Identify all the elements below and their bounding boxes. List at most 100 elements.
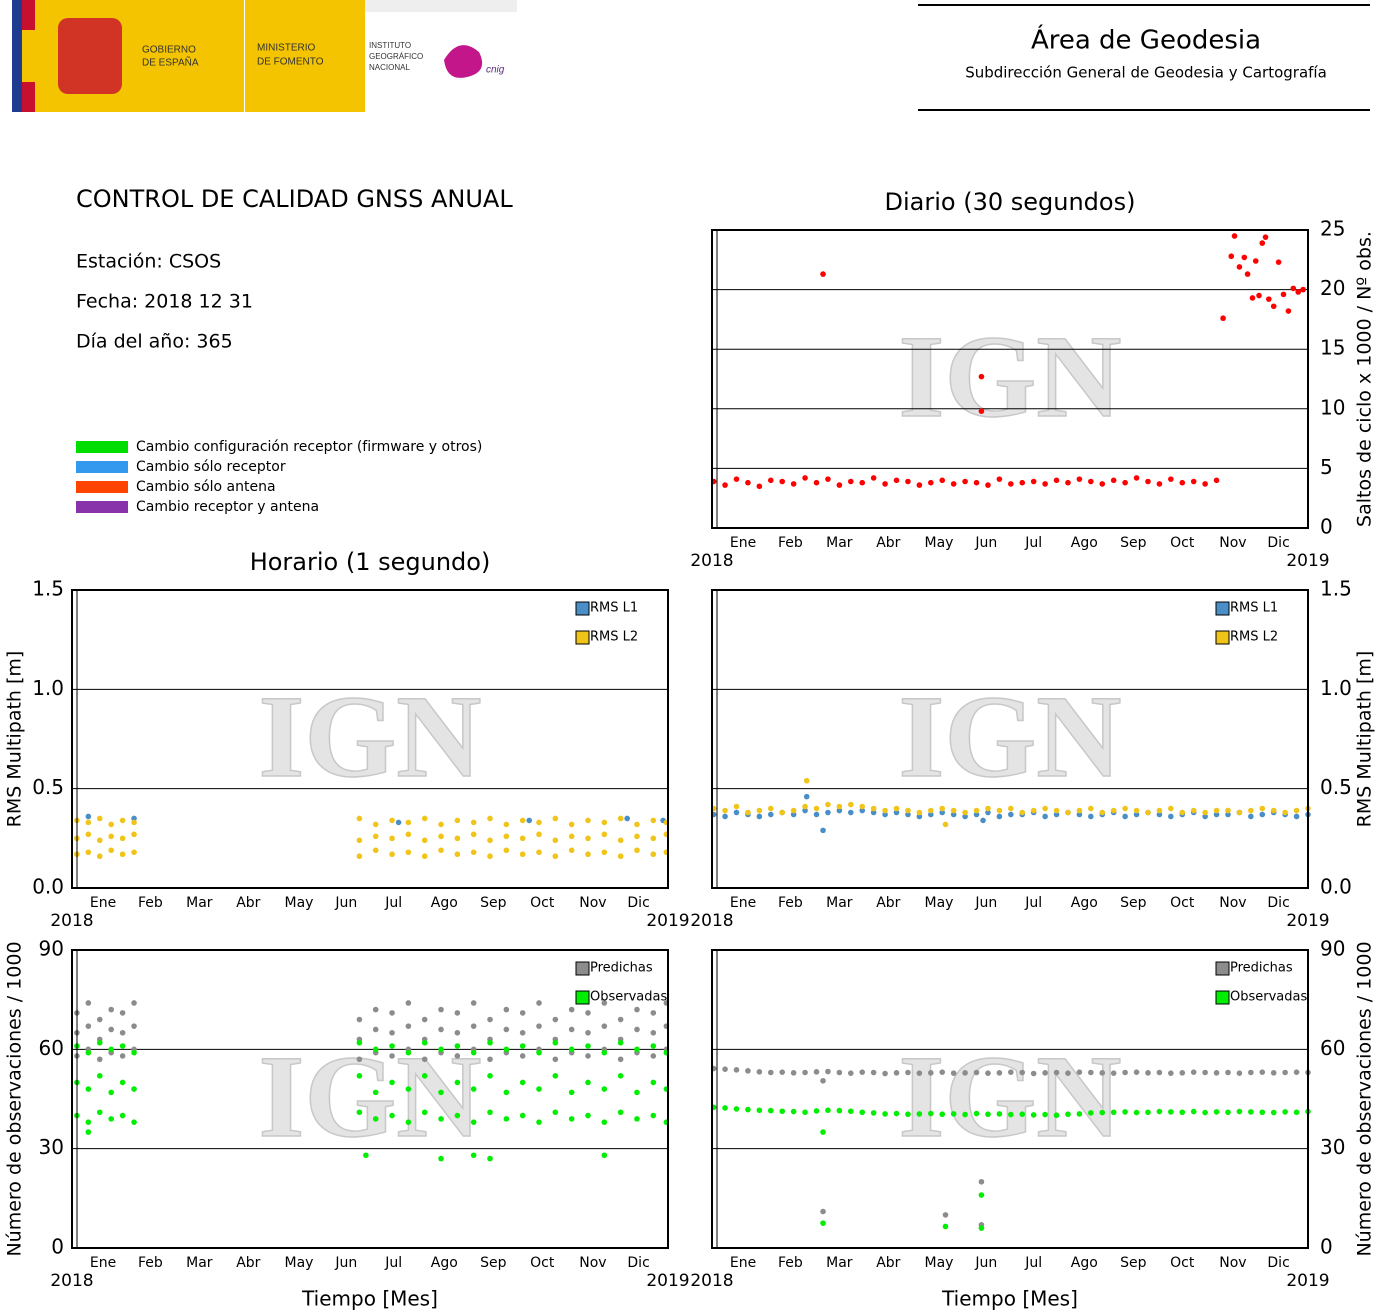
data-point	[847, 1108, 854, 1115]
data-point	[131, 819, 137, 826]
data-point	[131, 849, 137, 856]
y-tick-label: 0	[1320, 515, 1333, 539]
data-point	[552, 1073, 559, 1079]
data-point	[372, 1046, 379, 1053]
date: Fecha: 2018 12 31	[76, 291, 253, 313]
data-point	[119, 1079, 126, 1086]
data-point	[1042, 1111, 1048, 1118]
data-point	[745, 1106, 751, 1113]
data-point	[405, 1119, 412, 1125]
data-point	[1065, 1111, 1071, 1118]
data-point	[939, 809, 946, 816]
data-point	[487, 1016, 493, 1023]
cnig-logo	[444, 45, 483, 78]
data-point	[601, 1023, 608, 1029]
x-tick-label: Mar	[186, 1255, 213, 1271]
data-point	[1168, 1109, 1174, 1115]
data-point	[882, 1111, 888, 1117]
data-point	[585, 817, 591, 824]
data-point	[1202, 809, 1208, 816]
data-point	[1213, 811, 1220, 818]
data-point	[519, 851, 526, 858]
data-point	[962, 813, 968, 820]
data-point	[568, 1026, 575, 1033]
data-point	[454, 1043, 461, 1049]
x-tick-label: Dic	[1267, 535, 1289, 551]
data-point	[1076, 811, 1083, 818]
data-point	[733, 1106, 740, 1112]
data-point	[421, 1039, 428, 1046]
data-point	[85, 1129, 92, 1135]
data-point	[790, 1070, 797, 1076]
data-point	[1236, 1070, 1243, 1076]
data-point	[802, 475, 808, 481]
x-tick-label: Ene	[90, 1255, 116, 1271]
y-tick-label: 90	[1320, 937, 1345, 961]
data-point	[802, 1109, 808, 1116]
data-point	[882, 811, 888, 818]
data-point	[870, 475, 877, 481]
data-point	[767, 1107, 774, 1114]
data-point	[1300, 286, 1306, 293]
data-point	[85, 1119, 92, 1125]
watermark: IGN	[899, 1031, 1122, 1162]
data-point	[1190, 1069, 1197, 1075]
data-point	[421, 853, 428, 860]
ign-text: INSTITUTO	[369, 41, 411, 50]
legend-label: RMS L2	[590, 630, 638, 645]
data-point	[802, 803, 808, 810]
data-point	[519, 1112, 526, 1119]
data-point	[813, 479, 820, 486]
data-point	[836, 803, 843, 810]
data-point	[1122, 805, 1128, 812]
data-point	[893, 1110, 900, 1117]
x-tick-label: Ene	[90, 895, 116, 911]
data-point	[1282, 1069, 1288, 1076]
x-tick-label: Jul	[384, 1255, 402, 1271]
data-point	[745, 479, 751, 486]
data-point	[962, 478, 968, 485]
data-point	[942, 821, 949, 828]
data-point	[882, 1070, 888, 1077]
data-point	[356, 1016, 363, 1023]
data-point	[1190, 1108, 1197, 1115]
y-tick-label: 15	[1320, 336, 1345, 360]
data-point	[585, 1043, 591, 1049]
data-point	[745, 1068, 751, 1074]
data-point	[470, 1119, 477, 1125]
data-point	[108, 1026, 114, 1033]
data-point	[905, 1111, 911, 1118]
data-point	[503, 1116, 510, 1122]
data-point	[1110, 477, 1117, 484]
x-axis-label: Tiempo [Mes]	[941, 1287, 1078, 1311]
data-point	[519, 1053, 526, 1059]
data-point	[363, 1152, 369, 1159]
divider	[244, 0, 245, 112]
y-axis-label: Saltos de ciclo x 1000 / Nº obs.	[1354, 231, 1376, 527]
data-point	[1179, 1109, 1186, 1116]
data-point	[650, 1010, 657, 1016]
y-tick-label: 5	[1320, 455, 1333, 479]
data-point	[519, 1029, 526, 1036]
x-tick-label: Jul	[1024, 895, 1042, 911]
data-point	[1019, 1111, 1026, 1118]
x-tick-label: May	[924, 1255, 953, 1271]
plot-frame	[711, 229, 1309, 529]
y-axis-label: Número de observaciones / 1000	[4, 941, 26, 1256]
data-point	[859, 807, 866, 814]
data-point	[820, 1077, 826, 1084]
data-point	[634, 1026, 640, 1033]
x-tick-label: Abr	[876, 1255, 900, 1271]
data-point	[487, 853, 493, 860]
data-point	[905, 1069, 911, 1076]
data-point	[973, 811, 980, 818]
data-point	[470, 1023, 477, 1029]
data-point	[438, 1006, 444, 1013]
data-point	[980, 817, 986, 824]
legend-swatch	[575, 990, 590, 1005]
data-point	[1122, 1109, 1128, 1115]
data-point	[85, 819, 92, 826]
data-point	[601, 1152, 608, 1159]
data-point	[438, 1155, 444, 1162]
data-point	[85, 813, 92, 820]
